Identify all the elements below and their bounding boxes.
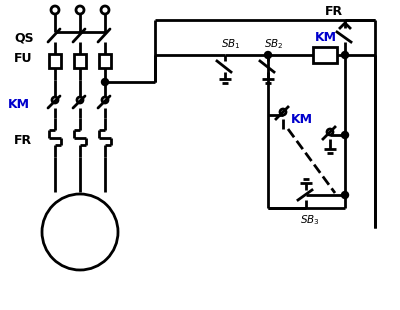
Text: KM: KM: [315, 31, 337, 44]
Text: FR: FR: [14, 134, 32, 147]
Circle shape: [264, 51, 272, 59]
Text: FU: FU: [14, 51, 32, 64]
Text: KM: KM: [8, 98, 30, 110]
Text: M: M: [72, 215, 88, 233]
Circle shape: [342, 192, 348, 198]
Text: KM: KM: [291, 113, 313, 126]
Bar: [74, 54, 86, 68]
Text: $SB_3$: $SB_3$: [300, 213, 320, 227]
Bar: [49, 54, 61, 68]
Text: $SB_1$: $SB_1$: [221, 37, 241, 51]
Circle shape: [342, 131, 348, 139]
Circle shape: [102, 78, 108, 86]
Text: 3~: 3~: [70, 233, 90, 246]
Circle shape: [342, 51, 348, 59]
Bar: [313, 47, 337, 63]
Bar: [99, 54, 111, 68]
Circle shape: [42, 194, 118, 270]
Text: FR: FR: [325, 5, 343, 18]
Circle shape: [51, 6, 59, 14]
Circle shape: [101, 6, 109, 14]
Circle shape: [76, 6, 84, 14]
Text: QS: QS: [14, 32, 34, 45]
Text: $SB_2$: $SB_2$: [264, 37, 284, 51]
